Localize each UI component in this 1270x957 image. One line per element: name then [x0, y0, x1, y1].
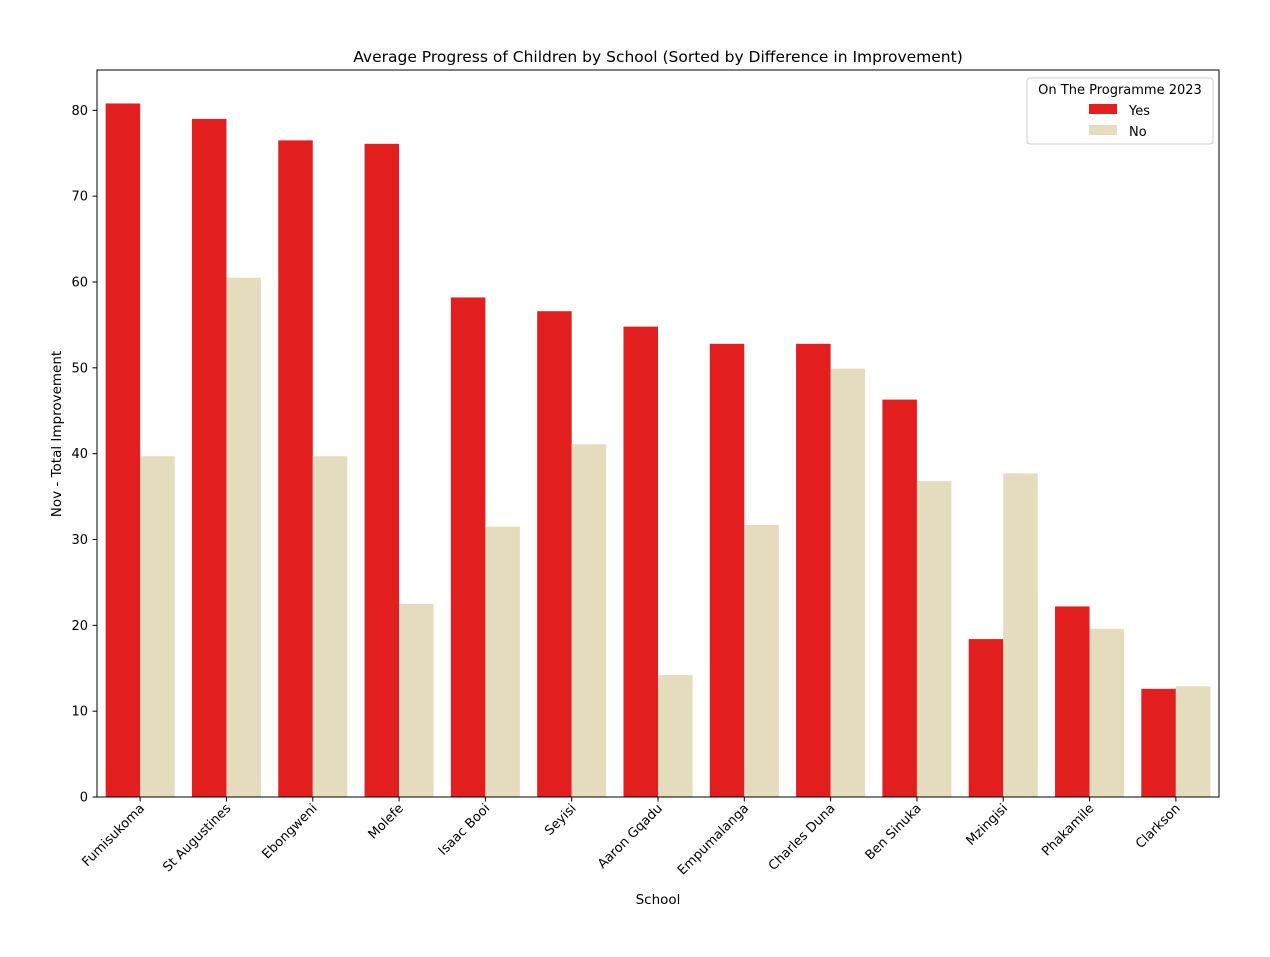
bar-mzingisi-no [1003, 473, 1038, 797]
x-tick-label: Empumalanga [675, 801, 752, 878]
x-tick-label: Phakamile [1039, 801, 1097, 859]
x-tick-label: Molefe [366, 801, 407, 842]
bar-charles-duna-no [830, 368, 866, 797]
y-tick-label: 0 [80, 791, 88, 806]
bar-st-augustines-yes [191, 118, 227, 798]
x-tick-label: Clarkson [1133, 801, 1184, 852]
bar-mzingisi-yes [968, 639, 1004, 797]
bar-clarkson-yes [1141, 688, 1176, 797]
x-tick-label: Aaron Gqadu [595, 801, 666, 872]
bar-phakamile-no [1089, 628, 1125, 797]
y-tick-label: 50 [71, 361, 88, 376]
bar-aaron-gqadu-yes [623, 326, 658, 797]
x-tick-label: Ben Sinuka [863, 801, 925, 863]
legend-label-no: No [1129, 125, 1147, 140]
x-tick-label: Isaac Booi [436, 801, 493, 858]
y-tick-label: 30 [71, 533, 88, 548]
bar-molefe-no [399, 603, 434, 797]
bar-clarkson-no [1175, 686, 1211, 797]
x-tick-label: St Augustines [160, 801, 234, 875]
legend: On The Programme 2023 Yes No [1026, 77, 1214, 145]
bar-fumisukoma-no [140, 456, 175, 797]
legend-box [1026, 77, 1214, 145]
legend-swatch-yes [1089, 104, 1117, 114]
legend-title: On The Programme 2023 [1038, 83, 1202, 98]
y-axis-label: Nov - Total Improvement [49, 351, 65, 517]
bar-isaac-booi-no [485, 526, 520, 797]
y-tick-label: 10 [71, 705, 88, 720]
y-tick-label: 70 [71, 190, 88, 205]
bar-molefe-yes [364, 143, 400, 797]
y-tick-label: 80 [71, 104, 88, 119]
bar-fumisukoma-yes [105, 103, 141, 798]
chart-title: Average Progress of Children by School (… [353, 48, 963, 66]
x-tick-label: Seyisi [542, 801, 579, 838]
y-tick-label: 60 [71, 276, 88, 291]
bar-aaron-gqadu-no [658, 675, 693, 797]
bars-group [105, 103, 1211, 798]
plot-area-frame [96, 69, 1220, 798]
bar-seyisi-yes [537, 311, 572, 797]
legend-swatch-no [1089, 125, 1117, 135]
x-tick-label: Fumisukoma [79, 801, 148, 870]
bar-phakamile-yes [1055, 606, 1090, 797]
bar-seyisi-no [571, 444, 607, 797]
bar-ben-sinuka-yes [882, 399, 917, 797]
legend-label-yes: Yes [1128, 104, 1150, 119]
bar-isaac-booi-yes [450, 297, 486, 797]
bar-empumalanga-no [744, 524, 779, 797]
bar-ben-sinuka-no [916, 481, 952, 797]
x-axis-label: School [636, 892, 681, 908]
x-tick-label: Charles Duna [766, 801, 839, 874]
x-tick-label: Mzingisi [964, 801, 1011, 848]
x-axis: Fumisukoma St Augustines Ebongweni Molefe Is… [79, 797, 1184, 878]
bar-ebongweni-no [312, 456, 348, 797]
bar-charles-duna-yes [796, 343, 831, 797]
bar-ebongweni-yes [278, 140, 313, 797]
y-tick-label: 40 [71, 447, 88, 462]
bar-st-augustines-no [226, 277, 261, 798]
bar-empumalanga-yes [709, 343, 745, 797]
y-tick-label: 20 [71, 619, 88, 634]
x-tick-label: Ebongweni [259, 801, 320, 862]
y-axis: 0 10 20 30 40 50 60 70 80 [71, 104, 97, 806]
